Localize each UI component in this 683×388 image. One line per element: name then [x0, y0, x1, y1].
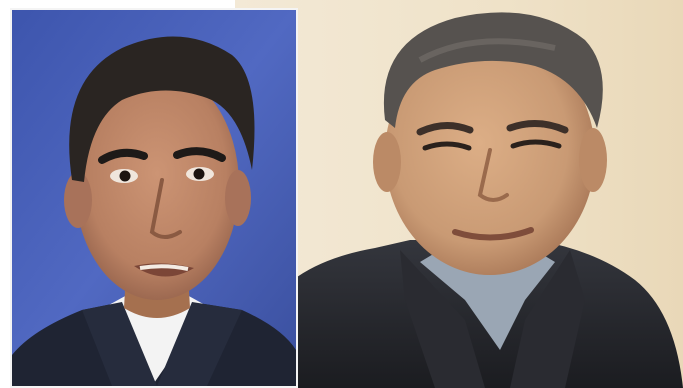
- right-shirt-collar: [420, 250, 555, 350]
- right-coat-lapel-left: [400, 250, 485, 388]
- left-eyebrow-left: [98, 148, 148, 164]
- left-portrait-photo: [10, 8, 298, 388]
- right-portrait-photo: [235, 0, 683, 388]
- right-coat-lapel-right: [510, 250, 585, 388]
- left-hair: [69, 36, 255, 182]
- left-portrait-illustration: [12, 10, 296, 386]
- left-ear-left: [64, 172, 92, 228]
- right-eyebrow-right: [506, 120, 569, 134]
- right-eye-left: [422, 141, 472, 151]
- right-ear-left: [373, 132, 401, 192]
- left-nose: [149, 178, 182, 239]
- right-hair: [383, 12, 603, 128]
- left-ear-right: [225, 170, 251, 226]
- right-eyebrow-left: [416, 122, 474, 136]
- left-eyebrow-right: [173, 147, 226, 162]
- left-lapel-right: [157, 302, 242, 386]
- right-mouth: [452, 227, 534, 241]
- right-portrait-illustration: [235, 0, 683, 388]
- right-nose: [477, 148, 509, 202]
- left-shirt: [107, 295, 207, 386]
- left-lapel-left: [82, 302, 157, 386]
- right-eye-right: [510, 139, 562, 149]
- left-face: [75, 70, 239, 300]
- right-ear-right: [579, 128, 607, 192]
